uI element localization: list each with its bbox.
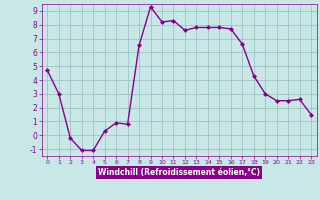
X-axis label: Windchill (Refroidissement éolien,°C): Windchill (Refroidissement éolien,°C) [98, 168, 260, 177]
